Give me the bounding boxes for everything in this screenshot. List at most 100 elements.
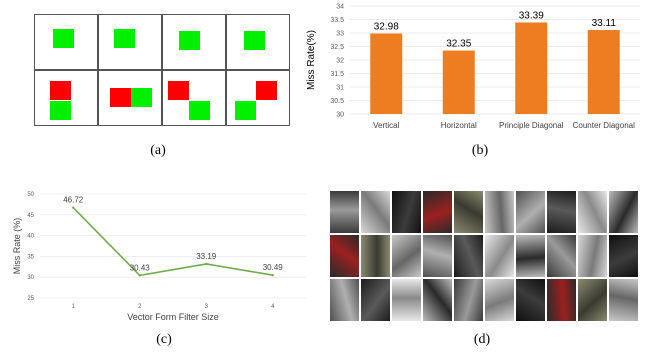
- y-tick-label: 33: [336, 31, 344, 38]
- sample-patch: [423, 279, 452, 321]
- green-block: [244, 31, 265, 50]
- data-label: 46.72: [63, 196, 84, 205]
- sample-patch: [454, 191, 483, 233]
- green-block: [50, 101, 71, 120]
- x-tick-label: 4: [271, 304, 275, 310]
- filter-pattern-cell: [34, 14, 98, 70]
- data-label: 32.98: [374, 22, 399, 33]
- data-label: 32.35: [446, 39, 471, 50]
- data-point: [205, 262, 208, 266]
- bar: [370, 33, 403, 114]
- sample-patch: [330, 191, 359, 233]
- red-block: [256, 81, 277, 100]
- sample-patch: [454, 279, 483, 321]
- sample-patch: [392, 191, 421, 233]
- x-axis-label: Vector Form Filter Size: [127, 312, 219, 322]
- data-label: 30.43: [130, 263, 151, 272]
- y-tick-label: 32: [336, 58, 344, 65]
- filter-pattern-cell: [98, 70, 162, 126]
- y-tick-label: 33.5: [330, 17, 344, 24]
- y-tick-label: 25: [27, 296, 34, 302]
- filter-pattern-cell: [226, 70, 290, 126]
- x-tick-label: Principle Diagonal: [499, 121, 564, 130]
- bar: [442, 50, 475, 114]
- y-tick-label: 31.5: [330, 71, 344, 78]
- data-point: [138, 274, 141, 277]
- data-point: [72, 206, 75, 209]
- y-tick-label: 32.5: [330, 44, 344, 51]
- filter-pattern-cell: [34, 70, 98, 126]
- sample-patch: [361, 191, 390, 233]
- series-line: [72, 207, 273, 277]
- caption-d: (d): [473, 332, 491, 347]
- sample-patch: [392, 279, 421, 321]
- y-tick-label: 30: [27, 275, 34, 281]
- x-tick-label: 3: [205, 304, 209, 310]
- sample-patch: [423, 191, 452, 233]
- green-block: [235, 101, 256, 120]
- y-axis-label: Miss Rate(%): [306, 30, 317, 90]
- sample-patch: [485, 191, 514, 233]
- sample-patch: [485, 235, 514, 277]
- sample-patch: [547, 191, 576, 233]
- sample-patch: [609, 191, 638, 233]
- x-tick-label: Horizontal: [441, 121, 477, 130]
- sample-patch: [361, 235, 390, 277]
- filter-pattern-cell: [226, 14, 290, 70]
- sample-patch: [361, 279, 390, 321]
- sample-patch: [578, 235, 607, 277]
- y-tick-label: 30: [336, 112, 344, 119]
- red-block: [168, 81, 189, 100]
- red-block: [110, 88, 131, 107]
- x-tick-label: Vertical: [373, 121, 399, 130]
- y-tick-label: 30.5: [330, 98, 344, 105]
- sample-patch: [516, 191, 545, 233]
- sample-patch: [392, 235, 421, 277]
- filter-pattern-cell: [162, 14, 226, 70]
- sample-patch-grid: [330, 191, 638, 325]
- x-tick-label: Counter Diagonal: [573, 121, 635, 130]
- data-label: 33.11: [592, 18, 617, 29]
- filter-pattern-cell: [98, 14, 162, 70]
- y-tick-label: 40: [27, 234, 34, 240]
- x-tick-label: 2: [138, 304, 142, 310]
- filter-pattern-cell: [162, 70, 226, 126]
- caption-a: (a): [150, 143, 166, 158]
- caption-b: (b): [471, 143, 489, 158]
- y-tick-label: 50: [27, 192, 34, 198]
- caption-c: (c): [156, 332, 172, 347]
- y-axis-label: Miss Rate (%): [12, 218, 22, 275]
- sample-patch: [330, 279, 359, 321]
- data-label: 30.49: [263, 263, 284, 272]
- green-block: [179, 31, 200, 50]
- sample-patch: [547, 279, 576, 321]
- sample-patch: [330, 235, 359, 277]
- green-block: [53, 29, 74, 48]
- bar: [515, 22, 548, 114]
- y-tick-label: 35: [27, 254, 34, 260]
- data-point: [271, 273, 274, 277]
- green-block: [189, 101, 210, 120]
- green-block: [131, 88, 152, 107]
- sample-patch: [609, 235, 638, 277]
- sample-patch: [516, 279, 545, 321]
- sample-patch: [423, 235, 452, 277]
- filter-pattern-grid: [34, 14, 290, 126]
- sample-patch: [578, 191, 607, 233]
- sample-patch: [547, 235, 576, 277]
- green-block: [114, 29, 135, 48]
- y-tick-label: 45: [27, 213, 34, 219]
- sample-patch: [485, 279, 514, 321]
- x-tick-label: 1: [72, 304, 76, 310]
- data-label: 33.39: [519, 10, 544, 21]
- sample-patch: [516, 235, 545, 277]
- red-block: [50, 81, 71, 100]
- sample-patch: [609, 279, 638, 321]
- line-chart-filter-size: 25 30 35 40 45 50 Miss Rate (%) 46.72 1 30.43 2 33.…: [12, 192, 306, 322]
- bar: [587, 30, 620, 115]
- y-tick-label: 34: [336, 4, 344, 11]
- data-label: 33.19: [196, 252, 217, 261]
- sample-patch: [454, 235, 483, 277]
- bar-chart-direction: 30 30.5 31 31.5 32 32.5 33 33.5 34 Miss Rate(%) 32…: [306, 4, 640, 130]
- y-tick-label: 31: [336, 85, 344, 92]
